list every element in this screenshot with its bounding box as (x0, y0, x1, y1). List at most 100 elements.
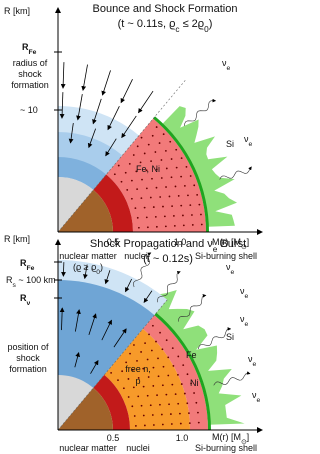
text-part: ] (247, 432, 250, 442)
dot (129, 163, 131, 165)
dot (191, 214, 193, 216)
neutrino-label: νe (248, 354, 257, 368)
dot (117, 379, 119, 381)
dot (183, 225, 185, 227)
text-part: ) (209, 18, 213, 30)
dot (136, 188, 138, 190)
dot (133, 344, 135, 346)
shock-radius-label: formation (11, 80, 49, 90)
dot (178, 195, 180, 197)
dot (164, 215, 166, 217)
dot (196, 194, 198, 196)
nuclei-label: nuclei (126, 443, 150, 453)
dot (171, 158, 173, 160)
dot (156, 187, 158, 189)
dot (192, 224, 194, 226)
dot (175, 393, 177, 395)
region-label: Fe, Ni (136, 164, 160, 174)
dot (155, 341, 157, 343)
dot (147, 395, 149, 397)
dot (158, 375, 160, 377)
subscript: Fe (29, 49, 37, 56)
dot (147, 226, 149, 228)
region-label: Si (226, 139, 234, 149)
dot (155, 216, 157, 218)
dot (157, 357, 159, 359)
text-part: Si (226, 139, 234, 149)
region-label: Ni (190, 378, 199, 388)
text-part: ) (100, 262, 103, 272)
text-part: M(r) [M (212, 432, 241, 442)
dot (131, 405, 133, 407)
dot (118, 165, 120, 167)
dot (186, 402, 188, 404)
dot (141, 179, 143, 181)
dot (152, 385, 154, 387)
r-fe-label: RFe (22, 42, 37, 56)
panel-title: Bounce and Shock Formation (93, 3, 238, 15)
dot (126, 189, 128, 191)
dot (180, 423, 182, 425)
panel-subtitle: (t ~ 0.12s) (143, 253, 193, 265)
dot (144, 342, 146, 344)
neutrino-wave (184, 101, 215, 126)
dot (197, 412, 199, 414)
dot (133, 386, 135, 388)
region-label: Fe (186, 350, 197, 360)
shock-position-label: formation (9, 364, 47, 374)
dot (141, 405, 143, 407)
dot (151, 178, 153, 180)
text-part: Fe, Ni (136, 164, 160, 174)
dot (175, 186, 177, 188)
dot (165, 186, 167, 188)
dot (162, 384, 164, 386)
neutrino-label: νe (240, 286, 249, 300)
text-part: 1.0 (176, 433, 189, 443)
dot (189, 422, 191, 424)
dot (173, 215, 175, 217)
dot (150, 197, 152, 199)
dot (156, 394, 158, 396)
text-part: shock (18, 69, 42, 79)
shell-label: Si-burning shell (195, 443, 257, 453)
text-part: ] (247, 237, 250, 247)
dot (131, 180, 133, 182)
y-axis-label: R [km] (4, 6, 30, 16)
dot (128, 378, 130, 380)
dot (150, 404, 152, 406)
region-label: Si (226, 332, 234, 342)
dot (110, 372, 112, 374)
subscript: e (231, 269, 235, 276)
dot (189, 204, 191, 206)
dot (182, 215, 184, 217)
dot (161, 159, 163, 161)
dot (154, 151, 156, 153)
shock-radius-label: radius of (13, 58, 48, 68)
dot (137, 395, 139, 397)
dot (148, 333, 150, 335)
subscript: e (257, 397, 261, 404)
dot (179, 413, 181, 415)
dot (172, 347, 174, 349)
neutrino-wave (220, 167, 252, 180)
dot (140, 161, 142, 163)
dot (153, 367, 155, 369)
text-part: nuclei (126, 443, 150, 453)
dot (184, 393, 186, 395)
text-part: Fe (186, 350, 197, 360)
dot (193, 184, 195, 186)
dot (171, 205, 173, 207)
text-part: nuclear matter (59, 443, 117, 453)
dot (165, 225, 167, 227)
r-shock-label: Rs ~ 100 km (6, 275, 56, 289)
dot (148, 376, 150, 378)
dot (146, 187, 148, 189)
text-part: shock (16, 353, 40, 363)
radius-value: ~ 10 (20, 105, 38, 115)
text-part: formation (9, 364, 47, 374)
dot (144, 153, 146, 155)
dot (133, 154, 135, 156)
text-part: Si-burning shell (195, 443, 257, 453)
shell-label: Si-burning shell (195, 251, 257, 261)
dot (187, 194, 189, 196)
